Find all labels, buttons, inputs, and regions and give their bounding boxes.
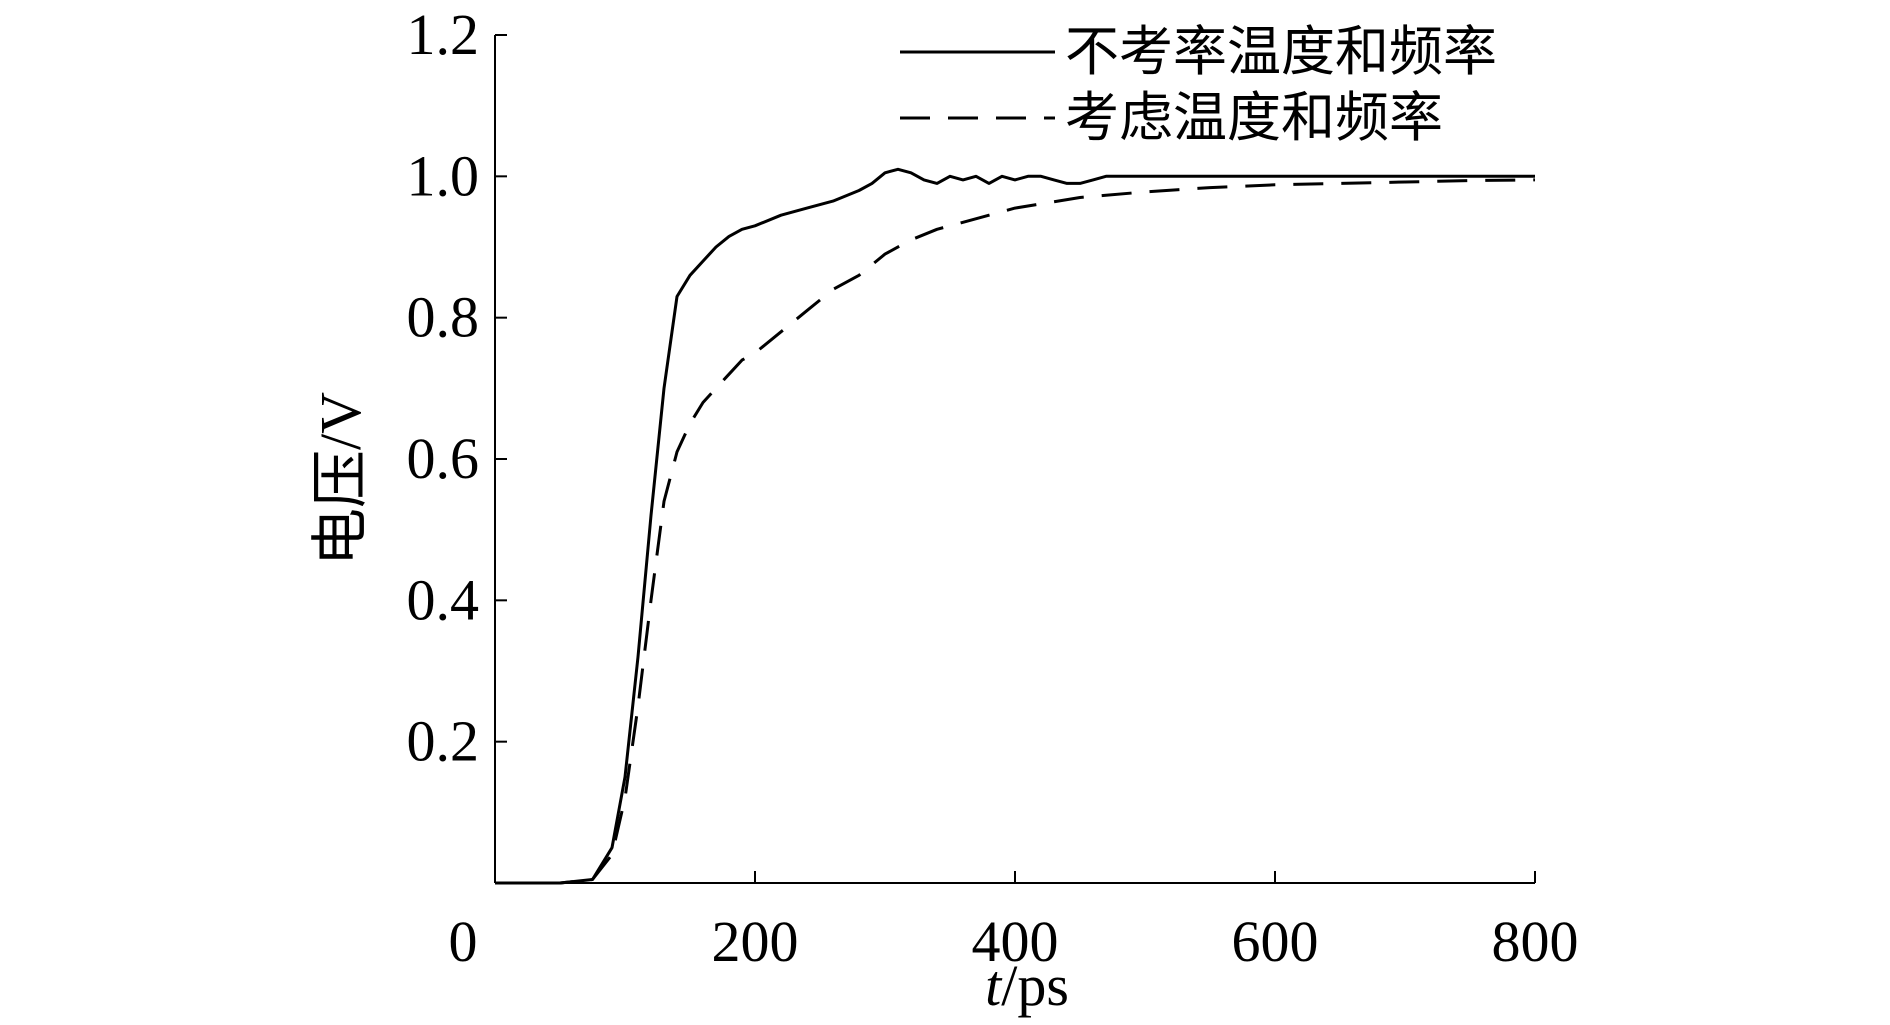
x-tick-label: 400 — [972, 909, 1059, 974]
series-group — [495, 167, 1536, 885]
legend-label-1: 不考率温度和频率 — [1065, 20, 1497, 83]
y-tick-label: 0.2 — [407, 709, 480, 774]
x-tick-label: 600 — [1232, 909, 1319, 974]
x-axis-label-unit: /ps — [1001, 953, 1069, 1018]
tick-group: 0.2 0.4 0.6 0.8 1.0 1.2 0 200 400 600 800 — [407, 2, 1579, 974]
x-tick-label: 800 — [1492, 909, 1579, 974]
legend-label-2: 考虑温度和频率 — [1065, 86, 1443, 149]
y-tick-label: 0.6 — [407, 426, 480, 491]
x-tick-label: 0 — [449, 909, 478, 974]
y-tick-label: 0.4 — [407, 567, 480, 632]
x-axis-label: t/ps — [985, 953, 1069, 1018]
series-line-2 — [495, 178, 1536, 885]
x-tick-label: 200 — [712, 909, 799, 974]
y-tick-label: 0.8 — [407, 285, 480, 350]
x-axis-label-variable: t — [985, 953, 1003, 1018]
axes — [494, 35, 1535, 884]
y-axis-label: 电压/V — [308, 392, 373, 566]
series-line-1 — [495, 167, 1535, 885]
y-tick-label: 1.2 — [407, 2, 480, 67]
y-tick-label: 1.0 — [407, 143, 480, 208]
